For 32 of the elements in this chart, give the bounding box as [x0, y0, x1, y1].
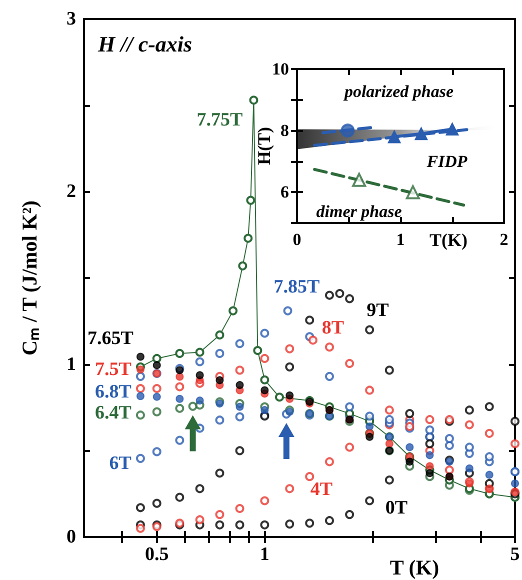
x-tick-label: 1 [396, 230, 405, 249]
annotation: dimer phase [316, 202, 402, 221]
series-label: 7.85T [274, 276, 320, 298]
series-label: 7.75T [196, 110, 243, 131]
series-label: 6.8T [95, 382, 132, 403]
series-label: 6.4T [95, 402, 132, 424]
annotation: polarized phase [342, 82, 454, 101]
series-label: 7.5T [95, 359, 132, 380]
y-tick-label: 0 [66, 526, 76, 548]
x-axis-title: T(K) [430, 230, 468, 250]
x-axis-title: T (K) [390, 556, 440, 580]
y-axis-title: H(T) [254, 127, 274, 165]
annotation: H // c-axis [97, 32, 192, 56]
y-tick-label: 1 [66, 354, 76, 375]
y-tick-label: 10 [272, 60, 289, 78]
x-tick-label: 1 [260, 544, 270, 565]
series-label: 6T [109, 452, 132, 474]
x-tick-label: 5 [510, 544, 520, 565]
y-tick-label: 8 [280, 121, 289, 140]
y-axis-title: Cₘ / T (J/mol K²) [18, 200, 42, 356]
series-label: 9T [366, 300, 390, 322]
x-tick-label: 0 [292, 230, 302, 249]
annotation: FIDP [426, 152, 468, 171]
x-tick-label: 0.5 [144, 544, 169, 565]
series-label: 0T [385, 498, 408, 519]
y-tick-label: 3 [66, 8, 76, 30]
y-tick-label: 2 [66, 181, 76, 202]
y-tick-label: 6 [280, 182, 289, 202]
series-label: 4T [310, 479, 333, 500]
series-label: 7.65T [88, 328, 134, 350]
x-tick-label: 2 [500, 230, 508, 249]
series-label: 8T [322, 318, 344, 339]
